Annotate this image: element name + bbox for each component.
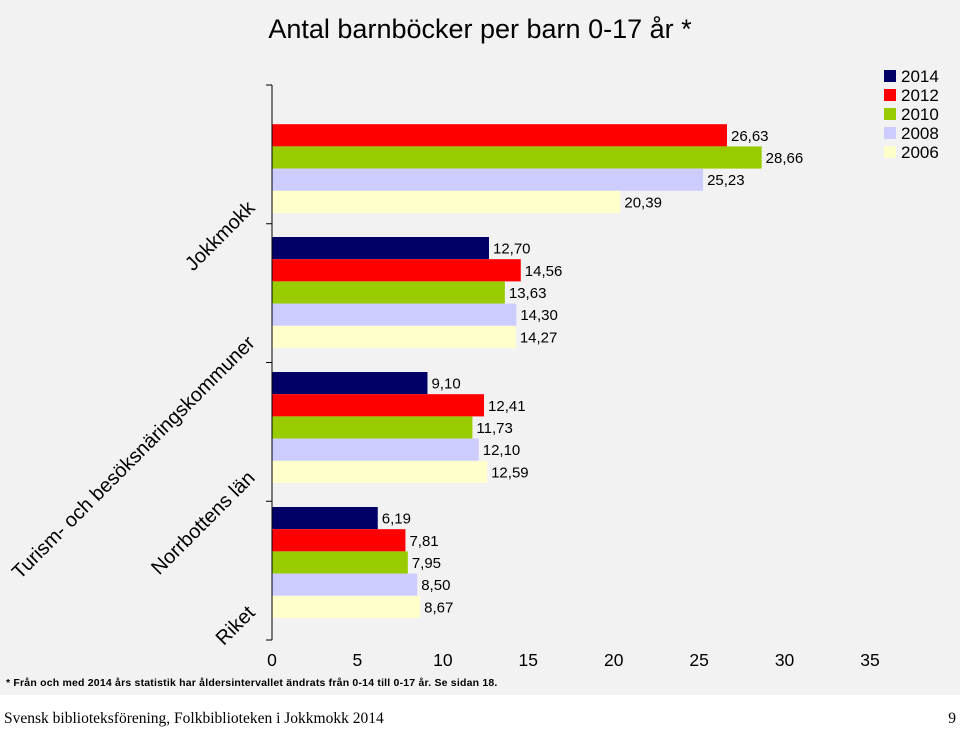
data-label-2012-3: 12,41 bbox=[488, 398, 526, 415]
category-label: Riket bbox=[212, 602, 260, 650]
x-tick-label: 10 bbox=[433, 650, 453, 670]
legend-swatch-2014 bbox=[884, 70, 896, 82]
legend-label-2008: 2008 bbox=[901, 124, 939, 143]
data-label-2008-2: 14,30 bbox=[520, 307, 558, 324]
bar-2014-2 bbox=[272, 237, 489, 260]
bar-2010-1 bbox=[272, 146, 762, 169]
category-label: Jokkmokk bbox=[181, 196, 260, 275]
bar-2006-1 bbox=[272, 190, 621, 213]
bar-2014-4 bbox=[272, 507, 378, 530]
bar-2010-4 bbox=[272, 551, 408, 574]
chart-title: Antal barnböcker per barn 0-17 år * bbox=[0, 14, 960, 45]
legend-swatch-2012 bbox=[884, 89, 896, 101]
bar-2008-1 bbox=[272, 168, 704, 191]
x-tick-label: 35 bbox=[860, 650, 879, 670]
legend-label-2014: 2014 bbox=[901, 67, 939, 86]
data-label-2010-2: 13,63 bbox=[509, 285, 547, 302]
bar-2012-1 bbox=[272, 124, 727, 147]
bar-2012-2 bbox=[272, 259, 521, 282]
data-label-2014-4: 6,19 bbox=[382, 511, 411, 528]
data-label-2006-1: 20,39 bbox=[624, 194, 662, 211]
x-tick-label: 25 bbox=[689, 650, 708, 670]
category-label: Norrbottens län bbox=[147, 467, 259, 579]
bar-2006-2 bbox=[272, 325, 516, 348]
category-label: Turism- och besöksnäringskommuner bbox=[8, 332, 260, 584]
data-label-2012-1: 26,63 bbox=[731, 128, 769, 145]
chart-title-text: Antal barnböcker per barn 0-17 år * bbox=[268, 14, 692, 44]
data-label-2014-3: 9,10 bbox=[431, 376, 460, 393]
data-label-2010-4: 7,95 bbox=[412, 555, 441, 572]
bar-2008-2 bbox=[272, 303, 517, 326]
bar-2010-2 bbox=[272, 281, 505, 304]
x-tick-label: 5 bbox=[353, 650, 363, 670]
legend-label-2010: 2010 bbox=[901, 105, 939, 124]
footer-publisher: Svensk biblioteksförening, Folkbibliotek… bbox=[4, 710, 384, 727]
legend-swatch-2008 bbox=[884, 127, 896, 139]
data-label-2008-3: 12,10 bbox=[483, 442, 521, 459]
data-label-2006-3: 12,59 bbox=[491, 464, 529, 481]
bar-2010-3 bbox=[272, 416, 473, 439]
data-label-2006-4: 8,67 bbox=[424, 599, 453, 616]
bar-2012-4 bbox=[272, 529, 406, 552]
bar-2008-4 bbox=[272, 573, 418, 596]
data-label-2014-2: 12,70 bbox=[493, 241, 531, 258]
x-tick-label: 30 bbox=[775, 650, 795, 670]
bar-2012-3 bbox=[272, 394, 485, 417]
x-tick-label: 0 bbox=[267, 650, 277, 670]
x-tick-label: 20 bbox=[604, 650, 624, 670]
data-label-2012-2: 14,56 bbox=[525, 263, 563, 280]
data-label-2006-2: 14,27 bbox=[520, 329, 558, 346]
data-label-2008-1: 25,23 bbox=[707, 172, 745, 189]
legend-swatch-2006 bbox=[884, 146, 896, 158]
data-label-2010-1: 28,66 bbox=[766, 150, 804, 167]
data-label-2008-4: 8,50 bbox=[421, 577, 450, 594]
bar-2014-3 bbox=[272, 372, 428, 395]
data-label-2010-3: 11,73 bbox=[476, 420, 512, 437]
bar-2008-3 bbox=[272, 438, 479, 461]
data-label-2012-4: 7,81 bbox=[409, 533, 438, 550]
bar-chart: 26,63 28,66 25,23 20,39 12,70 14,56 13,63 14,30… bbox=[8, 67, 939, 670]
x-tick-label: 15 bbox=[519, 650, 538, 670]
footnote: * Från och med 2014 års statistik har ål… bbox=[6, 677, 498, 689]
legend-swatch-2010 bbox=[884, 108, 896, 120]
bar-2006-4 bbox=[272, 595, 421, 618]
footer-page-number: 9 bbox=[948, 710, 956, 727]
legend-label-2012: 2012 bbox=[901, 86, 939, 105]
legend-label-2006: 2006 bbox=[901, 143, 939, 162]
bar-2006-3 bbox=[272, 460, 488, 483]
